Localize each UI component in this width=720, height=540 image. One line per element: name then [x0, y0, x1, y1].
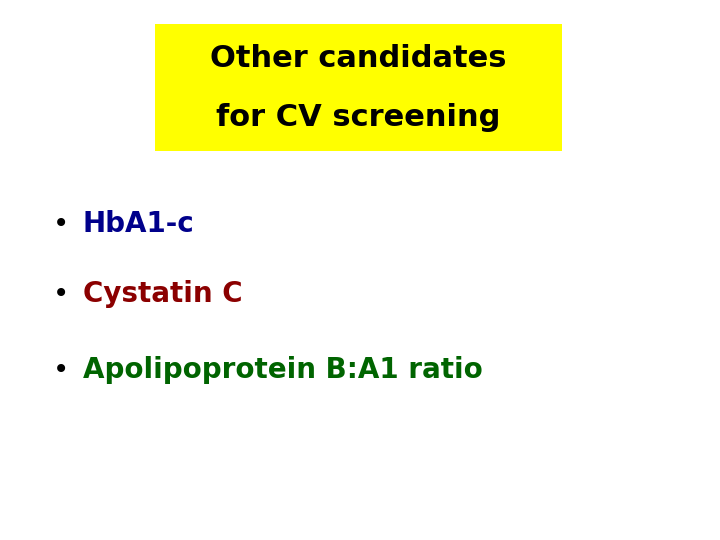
Text: Other candidates: Other candidates — [210, 44, 506, 72]
Text: Cystatin C: Cystatin C — [83, 280, 243, 308]
FancyBboxPatch shape — [155, 24, 562, 151]
Text: •: • — [53, 356, 69, 384]
Text: for CV screening: for CV screening — [216, 103, 500, 132]
Text: HbA1-c: HbA1-c — [83, 210, 194, 238]
Text: •: • — [53, 280, 69, 308]
Text: Apolipoprotein B:A1 ratio: Apolipoprotein B:A1 ratio — [83, 356, 482, 384]
Text: •: • — [53, 210, 69, 238]
